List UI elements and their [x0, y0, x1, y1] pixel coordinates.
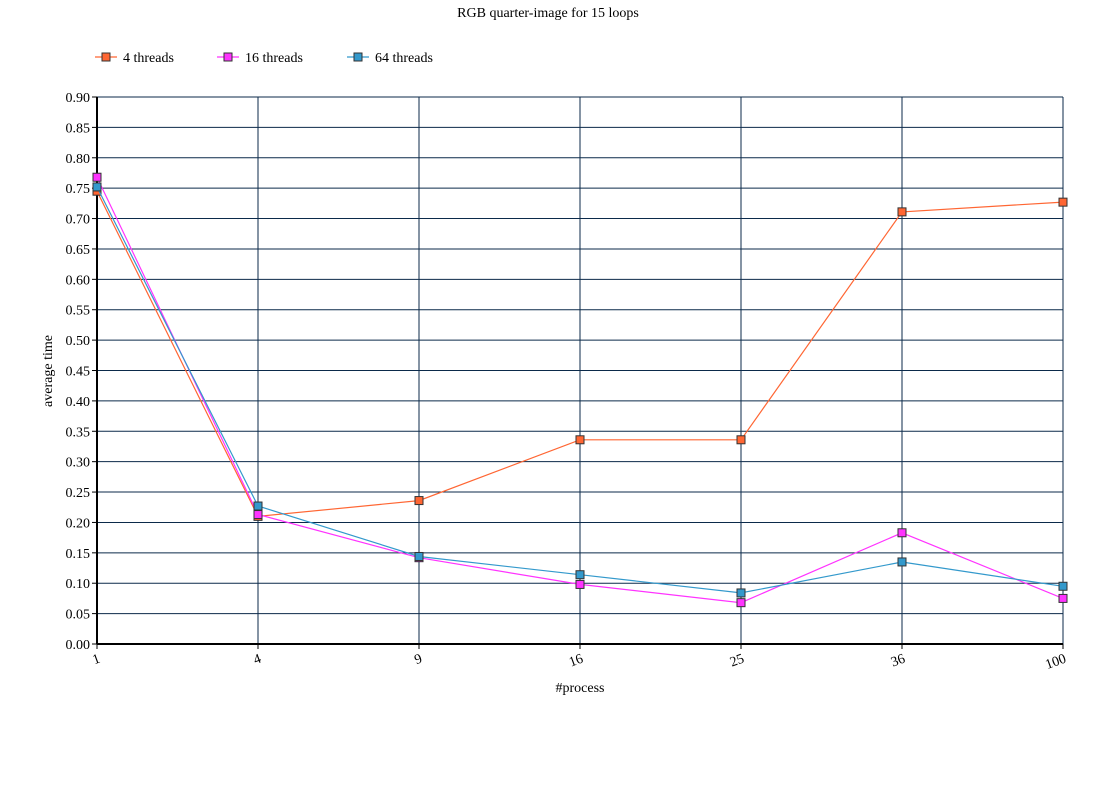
data-point	[897, 207, 907, 217]
y-tick-label: 0.45	[66, 365, 91, 380]
data-point	[575, 435, 585, 445]
x-axis-ticks: 1 4 9 16 25 36 100	[91, 644, 1069, 673]
data-point	[414, 551, 424, 561]
data-point	[736, 598, 746, 608]
data-point	[1058, 197, 1068, 207]
legend-marker	[353, 52, 363, 62]
x-axis-label: #process	[556, 681, 605, 696]
legend-marker	[223, 52, 233, 62]
legend-label: 16 threads	[245, 51, 303, 66]
data-point	[736, 588, 746, 598]
data-point	[736, 435, 746, 445]
y-tick-label: 0.40	[66, 395, 91, 410]
y-tick-label: 0.65	[66, 243, 91, 258]
y-tick-label: 0.30	[66, 456, 91, 471]
data-point	[897, 528, 907, 538]
legend-label: 4 threads	[123, 51, 174, 66]
y-tick-label: 0.90	[66, 91, 91, 106]
legend-item: 16 threads	[217, 51, 303, 66]
data-point	[92, 182, 102, 192]
data-point	[575, 570, 585, 580]
legend-label: 64 threads	[375, 51, 433, 66]
y-tick-label: 0.50	[66, 334, 91, 349]
legend: 4 threads 16 threads 64 threads	[95, 51, 433, 66]
y-tick-label: 0.20	[66, 516, 91, 531]
data-point	[253, 501, 263, 511]
series-group	[92, 182, 1068, 598]
y-axis-label: average time	[41, 335, 56, 407]
legend-item: 4 threads	[95, 51, 174, 66]
x-tick-label: 100	[1044, 652, 1069, 673]
data-point	[253, 510, 263, 520]
y-tick-label: 0.80	[66, 152, 91, 167]
chart-title: RGB quarter-image for 15 loops	[457, 6, 639, 21]
x-tick-label: 9	[413, 652, 425, 668]
y-tick-label: 0.70	[66, 213, 91, 228]
data-point	[414, 496, 424, 506]
y-tick-label: 0.60	[66, 273, 91, 288]
x-tick-label: 1	[91, 652, 103, 668]
y-tick-label: 0.15	[66, 547, 91, 562]
legend-item: 64 threads	[347, 51, 433, 66]
y-tick-label: 0.00	[66, 638, 91, 653]
data-point	[92, 172, 102, 182]
x-tick-label: 25	[728, 652, 746, 671]
gridlines	[97, 96, 1064, 644]
data-point	[575, 579, 585, 589]
x-tick-label: 4	[252, 652, 264, 668]
series	[92, 172, 1068, 608]
y-tick-label: 0.05	[66, 608, 91, 623]
y-tick-label: 0.25	[66, 486, 91, 501]
y-tick-label: 0.85	[66, 121, 91, 136]
x-tick-label: 36	[889, 652, 907, 671]
y-tick-label: 0.10	[66, 577, 91, 592]
data-point	[897, 557, 907, 567]
x-tick-label: 16	[567, 652, 585, 671]
y-axis-ticks: 0.00 0.05 0.10 0.15 0.20 0.25 0.30 0.35 0.40 0.45…	[66, 91, 97, 653]
y-tick-label: 0.55	[66, 304, 91, 319]
legend-marker	[101, 52, 111, 62]
y-tick-label: 0.35	[66, 425, 91, 440]
data-point	[1058, 581, 1068, 591]
y-tick-label: 0.75	[66, 182, 91, 197]
data-point	[1058, 593, 1068, 603]
